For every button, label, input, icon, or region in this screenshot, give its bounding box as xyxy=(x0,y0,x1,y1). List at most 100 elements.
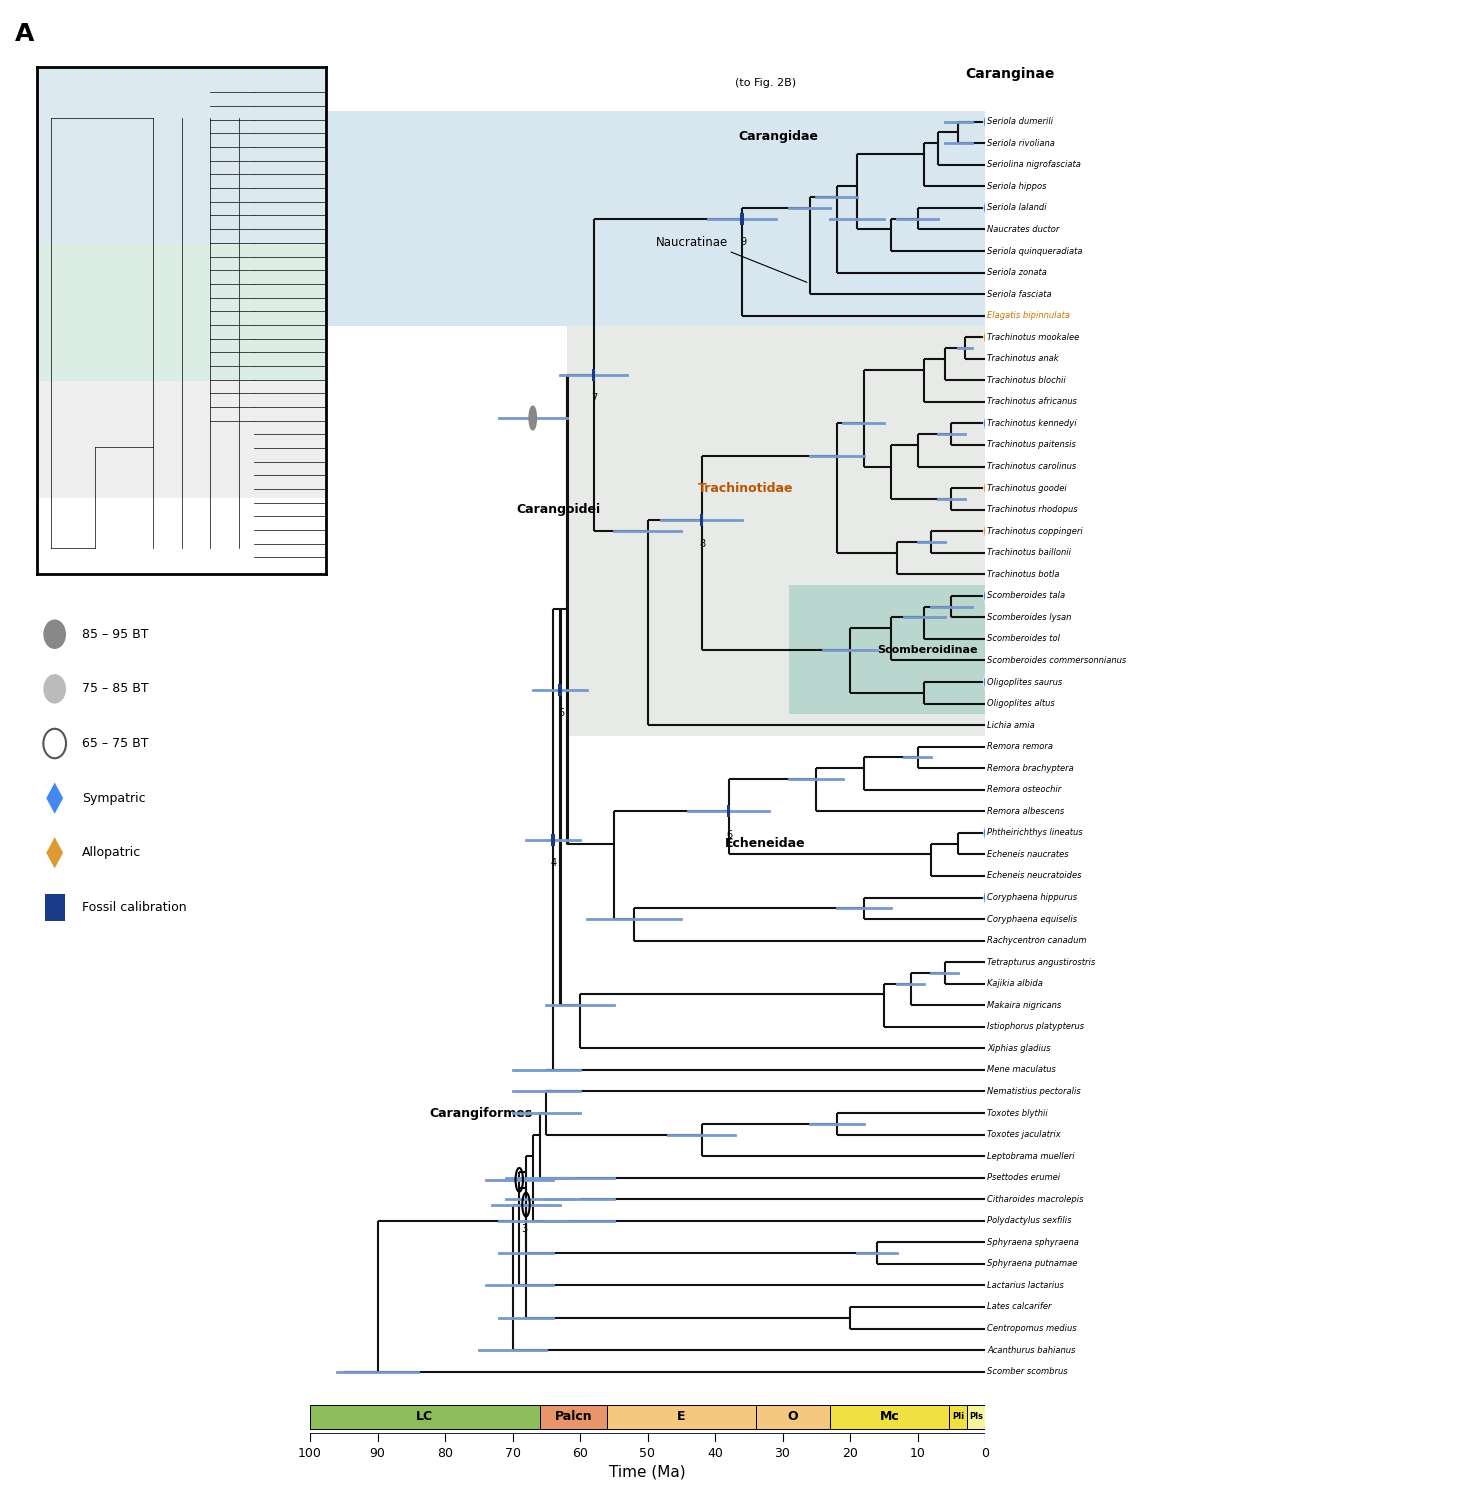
Bar xyxy=(756,1405,830,1429)
Text: 40: 40 xyxy=(707,1447,723,1460)
Bar xyxy=(37,67,326,244)
Bar xyxy=(968,1405,986,1429)
Polygon shape xyxy=(46,836,64,869)
Text: 75 – 85 BT: 75 – 85 BT xyxy=(83,682,150,696)
Text: Elagatis bipinnulata: Elagatis bipinnulata xyxy=(987,311,1070,320)
Text: Mene maculatus: Mene maculatus xyxy=(987,1065,1055,1074)
Text: 20: 20 xyxy=(842,1447,858,1460)
Text: Carangidae: Carangidae xyxy=(738,130,818,143)
Text: Trachinotus blochii: Trachinotus blochii xyxy=(987,375,1066,384)
Polygon shape xyxy=(983,200,987,216)
Text: Carangoidei: Carangoidei xyxy=(516,504,600,516)
Text: Seriola rivoliana: Seriola rivoliana xyxy=(987,139,1055,148)
Text: Kajikia albida: Kajikia albida xyxy=(987,979,1043,988)
Text: Xiphias gladius: Xiphias gladius xyxy=(987,1044,1051,1053)
Text: Remora albescens: Remora albescens xyxy=(987,806,1064,817)
Text: Trachinotus paitensis: Trachinotus paitensis xyxy=(987,441,1076,450)
Polygon shape xyxy=(983,587,987,603)
Text: Scomberoidinae: Scomberoidinae xyxy=(877,645,978,654)
Polygon shape xyxy=(983,824,987,840)
Text: Caranginae: Caranginae xyxy=(965,67,1054,80)
Bar xyxy=(44,894,65,921)
Text: 10: 10 xyxy=(910,1447,925,1460)
Text: Naucratinae: Naucratinae xyxy=(657,235,729,249)
Text: 6: 6 xyxy=(726,830,732,840)
Text: 7: 7 xyxy=(591,393,597,404)
Bar xyxy=(608,1405,756,1429)
Text: Echeneis neucratoides: Echeneis neucratoides xyxy=(987,872,1082,881)
Text: 60: 60 xyxy=(572,1447,588,1460)
Text: 80: 80 xyxy=(437,1447,453,1460)
Text: Scomberoides tol: Scomberoides tol xyxy=(987,635,1060,644)
Polygon shape xyxy=(983,416,987,432)
Text: Toxotes jaculatrix: Toxotes jaculatrix xyxy=(987,1129,1061,1138)
Text: Sympatric: Sympatric xyxy=(83,791,147,805)
Text: Echeneidae: Echeneidae xyxy=(725,837,806,851)
Text: Sphyraena sphyraena: Sphyraena sphyraena xyxy=(987,1238,1079,1247)
Text: Tetrapturus angustirostris: Tetrapturus angustirostris xyxy=(987,958,1095,967)
Text: Trachinotus baillonii: Trachinotus baillonii xyxy=(987,548,1071,557)
Text: 0: 0 xyxy=(981,1447,988,1460)
Bar xyxy=(726,806,731,817)
Text: Trachinotus coppingeri: Trachinotus coppingeri xyxy=(987,526,1083,536)
Text: Citharoides macrolepis: Citharoides macrolepis xyxy=(987,1195,1083,1204)
Text: Allopatric: Allopatric xyxy=(83,846,142,860)
Text: Leptobrama muelleri: Leptobrama muelleri xyxy=(987,1152,1074,1161)
Text: 85 – 95 BT: 85 – 95 BT xyxy=(83,627,148,641)
Text: (to Fig. 2B): (to Fig. 2B) xyxy=(735,77,796,88)
Text: Seriola lalandi: Seriola lalandi xyxy=(987,204,1046,213)
Text: 9: 9 xyxy=(740,237,745,247)
Text: Seriola fasciata: Seriola fasciata xyxy=(987,289,1052,298)
Circle shape xyxy=(43,729,67,758)
Text: Phtheirichthys lineatus: Phtheirichthys lineatus xyxy=(987,828,1083,837)
Text: Lates calcarifer: Lates calcarifer xyxy=(987,1302,1052,1311)
Text: Trachinotus anak: Trachinotus anak xyxy=(987,355,1058,364)
Text: Makaira nigricans: Makaira nigricans xyxy=(987,1001,1061,1010)
Text: Trachinotus rhodopus: Trachinotus rhodopus xyxy=(987,505,1077,514)
Text: E: E xyxy=(677,1410,686,1423)
Text: Scomber scombrus: Scomber scombrus xyxy=(987,1368,1067,1377)
Text: Carangiformes: Carangiformes xyxy=(430,1107,532,1119)
Polygon shape xyxy=(983,673,987,690)
Text: Scomberoides tala: Scomberoides tala xyxy=(987,592,1066,600)
Text: Seriolina nigrofasciata: Seriolina nigrofasciata xyxy=(987,161,1080,170)
Text: Seriola quinqueradiata: Seriola quinqueradiata xyxy=(987,246,1082,255)
Text: 3: 3 xyxy=(522,1223,528,1234)
Text: 90: 90 xyxy=(369,1447,385,1460)
Polygon shape xyxy=(983,329,987,346)
Text: Remora remora: Remora remora xyxy=(987,742,1054,751)
Text: Sphyraena putnamae: Sphyraena putnamae xyxy=(987,1259,1077,1268)
Text: Scomberoides lysan: Scomberoides lysan xyxy=(987,612,1071,621)
Text: 70: 70 xyxy=(504,1447,520,1460)
Bar xyxy=(37,244,326,381)
Text: Remora osteochir: Remora osteochir xyxy=(987,785,1061,794)
Bar xyxy=(591,370,596,381)
Bar xyxy=(37,381,326,498)
Text: Trachinotus goodei: Trachinotus goodei xyxy=(987,484,1067,493)
Text: Trachinotus africanus: Trachinotus africanus xyxy=(987,398,1077,407)
Polygon shape xyxy=(983,523,987,539)
Bar xyxy=(740,213,744,225)
Bar xyxy=(310,1405,539,1429)
Text: Trachinotus kennedyi: Trachinotus kennedyi xyxy=(987,419,1076,428)
Text: Trachinotidae: Trachinotidae xyxy=(698,481,794,495)
Bar xyxy=(539,1405,608,1429)
Bar xyxy=(950,1405,968,1429)
Text: 5: 5 xyxy=(557,708,565,718)
Text: Naucrates ductor: Naucrates ductor xyxy=(987,225,1060,234)
Text: 8: 8 xyxy=(700,539,705,548)
Text: O: O xyxy=(787,1410,799,1423)
Text: Seriola hippos: Seriola hippos xyxy=(987,182,1046,191)
Text: Acanthurus bahianus: Acanthurus bahianus xyxy=(987,1345,1076,1354)
Bar xyxy=(551,834,554,845)
Text: 30: 30 xyxy=(775,1447,790,1460)
Text: Coryphaena equiselis: Coryphaena equiselis xyxy=(987,915,1077,924)
Bar xyxy=(310,110,986,326)
Text: Trachinotus mookalee: Trachinotus mookalee xyxy=(987,332,1079,341)
Text: Pls: Pls xyxy=(969,1413,983,1421)
Bar xyxy=(566,326,986,736)
Text: Scomberoides commersonnianus: Scomberoides commersonnianus xyxy=(987,656,1126,665)
Text: Palcn: Palcn xyxy=(554,1410,593,1423)
Circle shape xyxy=(529,407,536,431)
Text: Time (Ma): Time (Ma) xyxy=(609,1465,686,1480)
